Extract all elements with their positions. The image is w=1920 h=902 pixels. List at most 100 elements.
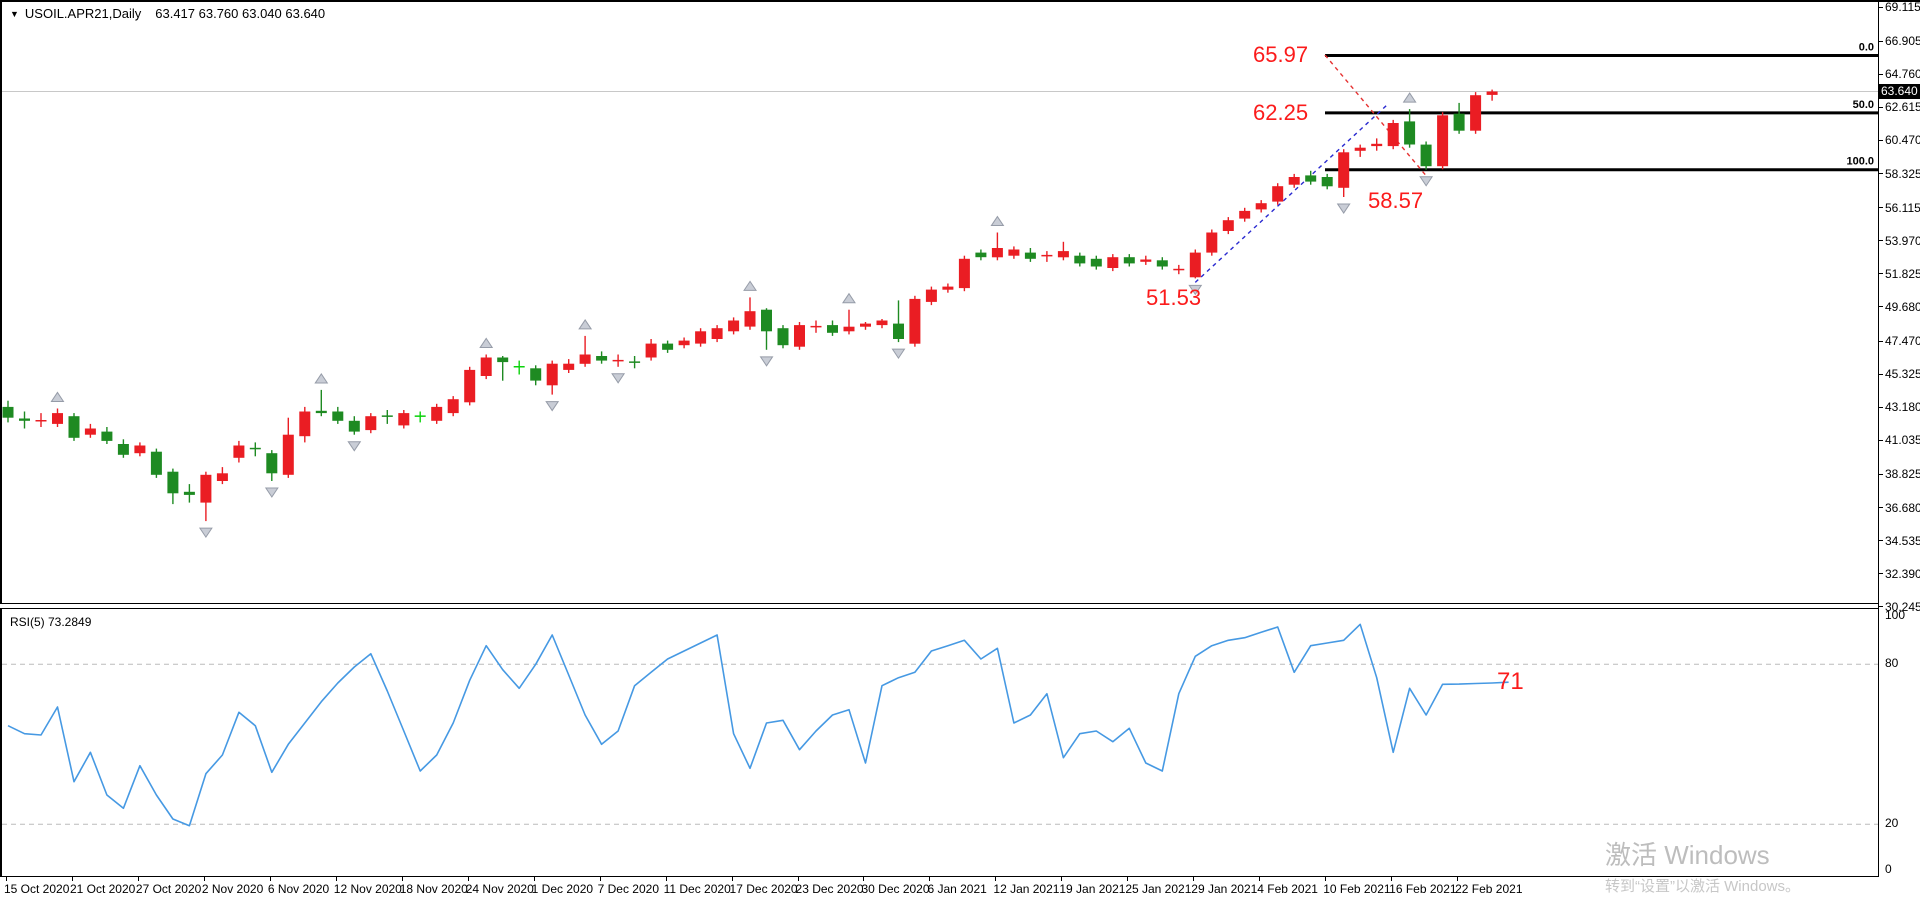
- price-axis-label: 41.035: [1885, 433, 1920, 448]
- date-label: 17 Dec 2020: [729, 882, 798, 896]
- date-label: 15 Oct 2020: [4, 882, 70, 896]
- date-label: 27 Oct 2020: [135, 882, 202, 896]
- time-axis-tick: [599, 877, 601, 881]
- price-axis-tick: [1879, 273, 1883, 275]
- rsi-pane[interactable]: RSI(5) 73.2849: [0, 608, 1878, 877]
- swing-trendline-blue[interactable]: [1194, 104, 1388, 283]
- main-chart-pane[interactable]: 0.0 50.0 100.0 ▼ USOIL.APR21,Daily 63.417 63…: [0, 2, 1878, 604]
- date-label: 1 Dec 2020: [531, 882, 594, 896]
- date-label: 7 Dec 2020: [597, 882, 660, 896]
- price-axis-label: 49.680: [1885, 299, 1920, 314]
- price-axis-tick: [1879, 173, 1883, 174]
- time-axis-tick: [533, 877, 535, 881]
- price-axis-tick: [1879, 540, 1883, 542]
- symbol-dropdown-icon[interactable]: ▼: [10, 9, 19, 19]
- rsi-axis-label: 20: [1885, 816, 1899, 830]
- time-axis-tick: [1061, 877, 1063, 881]
- time-axis-tick: [995, 877, 997, 881]
- fractal-down-icon: [198, 527, 213, 539]
- fractal-down-icon: [347, 441, 362, 452]
- candlestick-chart[interactable]: 0.0 50.0 100.0: [2, 2, 1878, 603]
- price-axis-tick: [1879, 473, 1883, 475]
- price-axis-label: 64.760: [1885, 67, 1920, 82]
- fractal-up-icon: [314, 373, 329, 384]
- time-axis-tick: [269, 877, 271, 881]
- retrace-guide-red[interactable]: [1324, 54, 1427, 177]
- price-axis-tick: [1879, 306, 1883, 308]
- price-axis-tick: [1879, 6, 1883, 8]
- price-axis-label: 58.325: [1885, 166, 1920, 181]
- fractal-down-icon: [891, 348, 906, 360]
- date-label: 18 Nov 2020: [399, 882, 468, 896]
- time-axis-tick: [1457, 877, 1459, 881]
- time-axis-tick: [797, 877, 799, 881]
- time-axis-tick: [863, 877, 865, 881]
- date-label: 23 Dec 2020: [795, 882, 864, 896]
- time-axis-tick: [71, 877, 73, 881]
- time-axis-tick: [1325, 877, 1327, 881]
- fractal-up-icon: [990, 215, 1005, 227]
- price-axis-label: 47.470: [1885, 334, 1920, 349]
- price-axis-label: 30.245: [1885, 599, 1920, 614]
- rsi-indicator-label: RSI(5) 73.2849: [10, 615, 92, 629]
- price-axis-label: 45.325: [1885, 367, 1920, 382]
- price-axis-tick: [1879, 207, 1883, 209]
- fractal-up-icon: [1402, 92, 1417, 103]
- price-axis-label: 69.115: [1885, 0, 1920, 14]
- fractal-down-icon: [759, 356, 774, 367]
- time-axis-tick: [1259, 877, 1261, 881]
- date-label: 19 Jan 2021: [1059, 882, 1126, 896]
- rsi-chart[interactable]: [2, 609, 1878, 876]
- fractal-markers: [50, 92, 1434, 539]
- time-axis-tick: [137, 877, 139, 881]
- time-axis-tick: [929, 877, 931, 881]
- date-label: 30 Dec 2020: [861, 882, 930, 896]
- price-axis-label: 56.115: [1885, 200, 1920, 215]
- candlesticks[interactable]: [2, 89, 1498, 522]
- fractal-down-icon: [545, 401, 560, 412]
- date-label: 2 Nov 2020: [201, 882, 264, 896]
- price-axis-tick: [1879, 606, 1883, 608]
- date-label: 16 Feb 2021: [1389, 882, 1457, 896]
- date-label: 12 Jan 2021: [993, 882, 1060, 896]
- price-axis-label: 51.825: [1885, 266, 1920, 281]
- time-axis-tick: [467, 877, 469, 881]
- price-axis-label: 34.535: [1885, 533, 1920, 548]
- symbol-timeframe-label: USOIL.APR21,Daily: [24, 6, 142, 21]
- fractal-down-icon: [264, 487, 279, 498]
- rsi-axis-label: 80: [1885, 656, 1899, 670]
- price-axis-tick: [1879, 340, 1883, 342]
- price-axis-tick: [1879, 139, 1883, 141]
- time-axis-tick: [665, 877, 667, 881]
- time-axis-tick: [335, 877, 337, 881]
- date-label: 4 Feb 2021: [1257, 882, 1318, 896]
- fractal-down-icon: [1188, 284, 1203, 296]
- price-axis-tick: [1879, 507, 1883, 509]
- rsi-line: [7, 623, 1509, 827]
- price-axis-tick: [1879, 40, 1883, 42]
- date-label: 6 Nov 2020: [267, 882, 330, 896]
- time-axis-tick: [1193, 877, 1195, 881]
- date-label: 25 Jan 2021: [1125, 882, 1192, 896]
- date-label: 10 Feb 2021: [1323, 882, 1391, 896]
- time-axis[interactable]: 15 Oct 2020 21 Oct 2020 27 Oct 2020 2 Nov 2…: [0, 877, 1920, 902]
- ohlc-quotes-label: 63.417 63.760 63.040 63.640: [155, 6, 326, 21]
- date-label: 21 Oct 2020: [69, 882, 136, 896]
- price-axis-label: 36.680: [1885, 500, 1920, 515]
- fib-level-label: 50.0: [1853, 99, 1874, 111]
- price-axis-label: 43.180: [1885, 400, 1920, 415]
- price-axis-tick: [1879, 106, 1883, 108]
- price-axis[interactable]: 63.640 69.115 66.905 64.760 62.615 60.470 58.…: [1878, 2, 1920, 877]
- fib-level-label: 0.0: [1859, 42, 1874, 54]
- rsi-axis-label: 100: [1885, 608, 1906, 622]
- date-label: 29 Jan 2021: [1191, 882, 1258, 896]
- price-axis-label: 62.615: [1885, 100, 1920, 115]
- price-axis-label: 66.905: [1885, 34, 1920, 49]
- price-axis-tick: [1879, 373, 1883, 375]
- price-axis-tick: [1879, 406, 1883, 408]
- price-axis-tick: [1879, 240, 1883, 242]
- price-axis-tick: [1879, 73, 1883, 75]
- date-label: 11 Dec 2020: [663, 882, 731, 896]
- fractal-up-icon: [479, 337, 494, 348]
